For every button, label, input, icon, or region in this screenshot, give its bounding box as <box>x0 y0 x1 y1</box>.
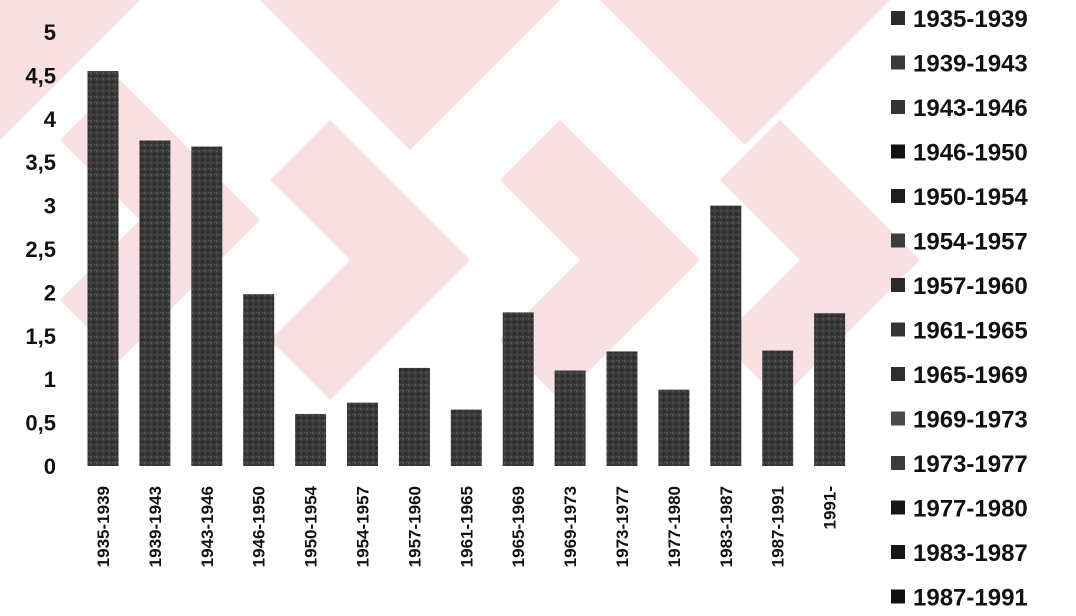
legend-label: 1961-1965 <box>913 318 1028 345</box>
watermark-graphic <box>0 0 920 400</box>
bar <box>554 370 586 466</box>
y-tick-label: 2,5 <box>25 237 56 262</box>
x-tick-label: 1946-1950 <box>250 486 269 567</box>
y-tick-label: 2 <box>44 280 56 305</box>
legend-swatch <box>891 100 905 114</box>
bar <box>502 312 534 466</box>
bar <box>347 402 378 466</box>
legend-swatch <box>891 144 905 159</box>
bar <box>243 294 275 466</box>
y-tick-label: 3 <box>44 194 56 219</box>
x-tick-label: 1991- <box>821 486 840 529</box>
x-tick-label: 1973-1977 <box>613 486 632 567</box>
legend-swatch <box>891 456 905 470</box>
bar <box>762 350 794 466</box>
y-tick-label: 5 <box>44 20 56 45</box>
legend-swatch <box>891 322 905 337</box>
x-tick-label: 1939-1943 <box>146 486 165 567</box>
legend-label: 1969-1973 <box>913 407 1028 434</box>
legend-label: 1943-1946 <box>913 95 1028 122</box>
bar <box>398 367 430 466</box>
y-tick-label: 4 <box>44 107 57 132</box>
legend-swatch <box>891 55 905 70</box>
legend-swatch <box>891 233 905 248</box>
y-tick-label: 3,5 <box>25 150 56 175</box>
bar <box>450 409 482 466</box>
legend-swatch <box>891 189 905 203</box>
legend-label: 1983-1987 <box>913 540 1028 567</box>
legend-label: 1957-1960 <box>913 273 1028 300</box>
x-tick-label: 1950-1954 <box>302 485 321 567</box>
x-tick-label: 1965-1969 <box>509 486 528 567</box>
x-tick-label: 1969-1973 <box>561 486 580 567</box>
x-tick-label: 1987-1991 <box>769 486 788 567</box>
bar <box>710 205 742 466</box>
bar <box>87 71 119 466</box>
legend-swatch <box>891 367 905 381</box>
legend-label: 1950-1954 <box>913 184 1028 211</box>
legend-swatch <box>891 589 905 604</box>
legend-label: 1987-1991 <box>913 585 1028 612</box>
legend-label: 1939-1943 <box>913 51 1028 78</box>
bar <box>191 146 223 467</box>
legend-label: 1935-1939 <box>913 6 1028 33</box>
bar <box>606 351 638 466</box>
legend-label: 1965-1969 <box>913 362 1028 389</box>
x-tick-label: 1957-1960 <box>405 486 424 567</box>
x-tick-label: 1954-1957 <box>354 486 373 567</box>
legend-swatch <box>891 11 905 25</box>
y-tick-label: 1,5 <box>25 324 56 349</box>
y-tick-label: 4,5 <box>25 63 56 88</box>
bar <box>814 313 846 466</box>
x-tick-label: 1935-1939 <box>94 486 113 567</box>
y-tick-label: 1 <box>44 367 56 392</box>
x-tick-label: 1943-1946 <box>198 486 217 567</box>
legend-label: 1954-1957 <box>913 229 1028 256</box>
bar <box>139 140 171 466</box>
y-tick-label: 0,5 <box>25 411 56 436</box>
legend-label: 1973-1977 <box>913 451 1028 478</box>
legend-label: 1946-1950 <box>913 140 1028 167</box>
x-tick-label: 1961-1965 <box>457 486 476 567</box>
bar <box>658 389 690 466</box>
y-tick-label: 0 <box>44 454 56 479</box>
legend-swatch <box>891 411 905 426</box>
legend-swatch <box>891 545 905 559</box>
legend-label: 1977-1980 <box>913 496 1028 523</box>
x-tick-label: 1977-1980 <box>665 486 684 567</box>
bar <box>295 413 327 466</box>
x-tick-label: 1983-1987 <box>717 486 736 567</box>
legend-swatch <box>891 500 905 515</box>
legend-swatch <box>891 278 905 292</box>
